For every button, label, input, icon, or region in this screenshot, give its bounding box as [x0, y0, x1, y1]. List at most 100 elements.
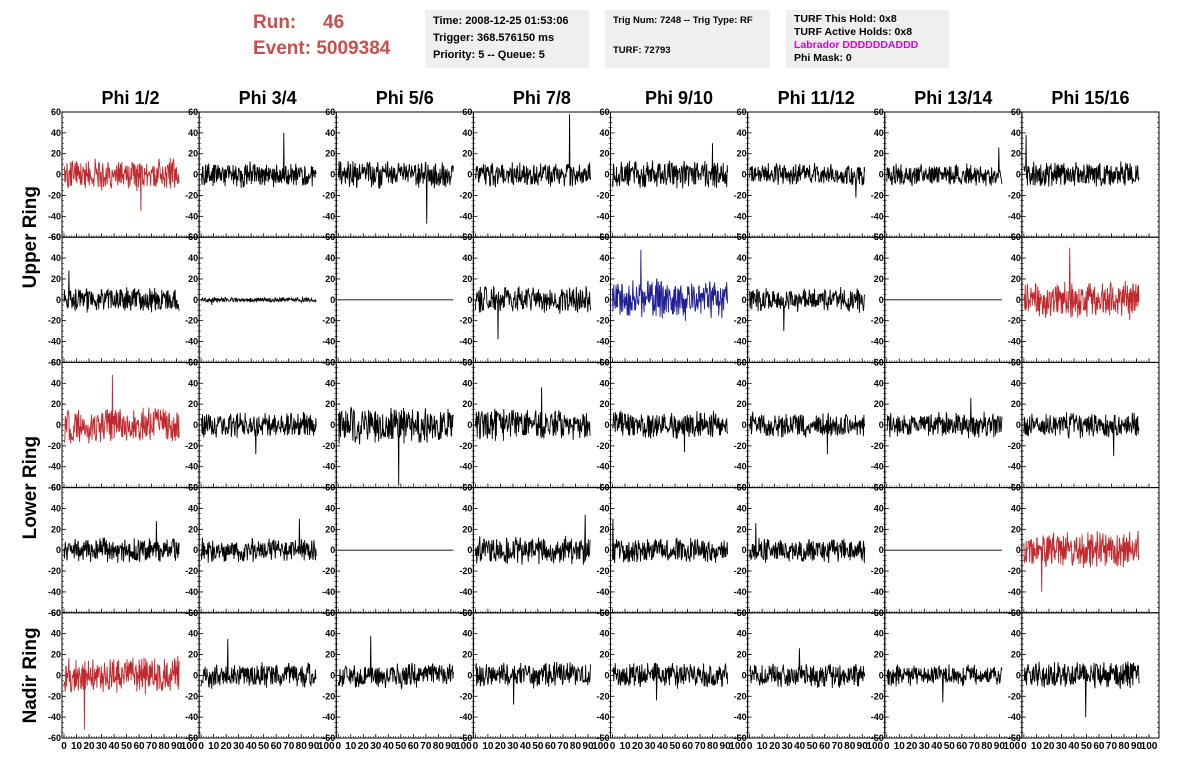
- y-tick-label: -20: [596, 691, 609, 701]
- y-tick-label: -40: [734, 337, 747, 347]
- y-tick-label: -60: [871, 733, 884, 743]
- y-tick-label: -20: [734, 691, 747, 701]
- y-tick-label: 60: [188, 483, 198, 493]
- event-row: Event: 5009384: [253, 36, 390, 62]
- column-header-2: Phi 3/4: [239, 88, 297, 108]
- run-label: Run:: [253, 12, 297, 33]
- x-tick-label: 70: [146, 741, 158, 752]
- y-tick-label: -40: [322, 337, 335, 347]
- y-tick-label: 40: [1011, 503, 1021, 513]
- x-tick-label: 80: [159, 741, 171, 752]
- y-tick-label: 20: [1011, 274, 1021, 284]
- y-tick-label: 60: [874, 483, 884, 493]
- y-tick-label: 20: [599, 399, 609, 409]
- y-tick-label: 0: [56, 170, 61, 180]
- y-tick-label: 40: [325, 378, 335, 388]
- y-tick-label: -20: [48, 441, 61, 451]
- y-tick-label: 40: [51, 503, 61, 513]
- y-tick-label: -40: [1008, 587, 1021, 597]
- y-tick-label: 60: [325, 232, 335, 242]
- waveform-r5-c6: [749, 648, 866, 689]
- y-tick-label: 60: [874, 608, 884, 618]
- waveform-r3-c7: [886, 397, 1003, 439]
- y-tick-label: -20: [48, 691, 61, 701]
- x-tick-label: 60: [682, 741, 694, 752]
- y-tick-label: 60: [462, 107, 472, 117]
- y-tick-label: 60: [874, 107, 884, 117]
- y-tick-label: 40: [874, 253, 884, 263]
- y-tick-label: -40: [596, 462, 609, 472]
- y-tick-label: -20: [322, 691, 335, 701]
- y-tick-label: 20: [737, 650, 747, 660]
- y-tick-label: -20: [322, 316, 335, 326]
- x-tick-label: 10: [345, 741, 357, 752]
- x-tick-label: 40: [520, 741, 532, 752]
- y-tick-label: 0: [1016, 420, 1021, 430]
- waveform-r4-c8: [1023, 530, 1140, 592]
- y-tick-label: 40: [874, 128, 884, 138]
- y-tick-label: 20: [874, 524, 884, 534]
- y-tick-label: -60: [48, 357, 61, 367]
- waveform-r2-c1: [63, 270, 180, 313]
- y-tick-label: 20: [325, 149, 335, 159]
- y-tick-label: 40: [874, 503, 884, 513]
- y-tick-label: -20: [596, 316, 609, 326]
- x-tick-label: 20: [769, 741, 781, 752]
- y-tick-label: 60: [188, 107, 198, 117]
- y-tick-label: 20: [737, 524, 747, 534]
- y-tick-label: 0: [1016, 295, 1021, 305]
- y-tick-label: 40: [599, 378, 609, 388]
- x-tick-label: 20: [221, 741, 233, 752]
- y-tick-label: -20: [1008, 190, 1021, 200]
- y-tick-label: 20: [462, 149, 472, 159]
- y-tick-label: -40: [596, 337, 609, 347]
- y-tick-label: 40: [599, 503, 609, 513]
- y-tick-label: 60: [737, 107, 747, 117]
- turf-text: TURF: 72793: [613, 45, 671, 56]
- event-label: Event:: [253, 38, 312, 59]
- x-tick-label: 80: [844, 741, 856, 752]
- y-tick-label: 40: [1011, 253, 1021, 263]
- y-tick-label: -40: [185, 587, 198, 597]
- x-tick-label: 80: [570, 741, 582, 752]
- y-tick-label: 20: [874, 650, 884, 660]
- y-tick-label: 0: [193, 670, 198, 680]
- y-tick-label: 20: [874, 399, 884, 409]
- y-tick-label: -20: [48, 190, 61, 200]
- y-tick-label: 60: [51, 483, 61, 493]
- y-tick-label: 0: [604, 670, 609, 680]
- x-tick-label: 70: [832, 741, 844, 752]
- y-tick-label: 60: [462, 608, 472, 618]
- y-tick-label: 60: [325, 608, 335, 618]
- y-tick-label: 0: [467, 295, 472, 305]
- x-tick-label: 60: [819, 741, 831, 752]
- y-tick-label: -20: [322, 566, 335, 576]
- y-tick-label: 0: [1016, 170, 1021, 180]
- x-tick-label: 70: [557, 741, 569, 752]
- y-tick-label: -40: [322, 462, 335, 472]
- y-tick-label: -40: [459, 712, 472, 722]
- y-tick-label: 40: [188, 128, 198, 138]
- trig-num-text: Trig Num: 7248 -- Trig Type: RF: [613, 15, 753, 26]
- y-tick-label: 0: [330, 295, 335, 305]
- waveform-r3-c8: [1023, 412, 1140, 457]
- y-tick-label: -20: [185, 441, 198, 451]
- y-tick-label: 60: [737, 608, 747, 618]
- x-tick-label: 20: [632, 741, 644, 752]
- waveform-r2-c4: [474, 285, 591, 340]
- column-header-4: Phi 7/8: [513, 88, 571, 108]
- y-tick-label: -40: [185, 211, 198, 221]
- y-tick-label: 0: [330, 420, 335, 430]
- y-tick-label: 40: [188, 253, 198, 263]
- x-tick-label: 70: [283, 741, 295, 752]
- x-tick-label: 10: [757, 741, 769, 752]
- x-tick-label: 50: [670, 741, 682, 752]
- y-tick-label: -40: [459, 211, 472, 221]
- y-tick-label: 40: [462, 128, 472, 138]
- y-tick-label: -40: [459, 337, 472, 347]
- y-tick-label: 0: [56, 295, 61, 305]
- x-tick-label: 80: [296, 741, 308, 752]
- y-tick-label: -20: [734, 566, 747, 576]
- waveform-r3-c2: [200, 411, 317, 455]
